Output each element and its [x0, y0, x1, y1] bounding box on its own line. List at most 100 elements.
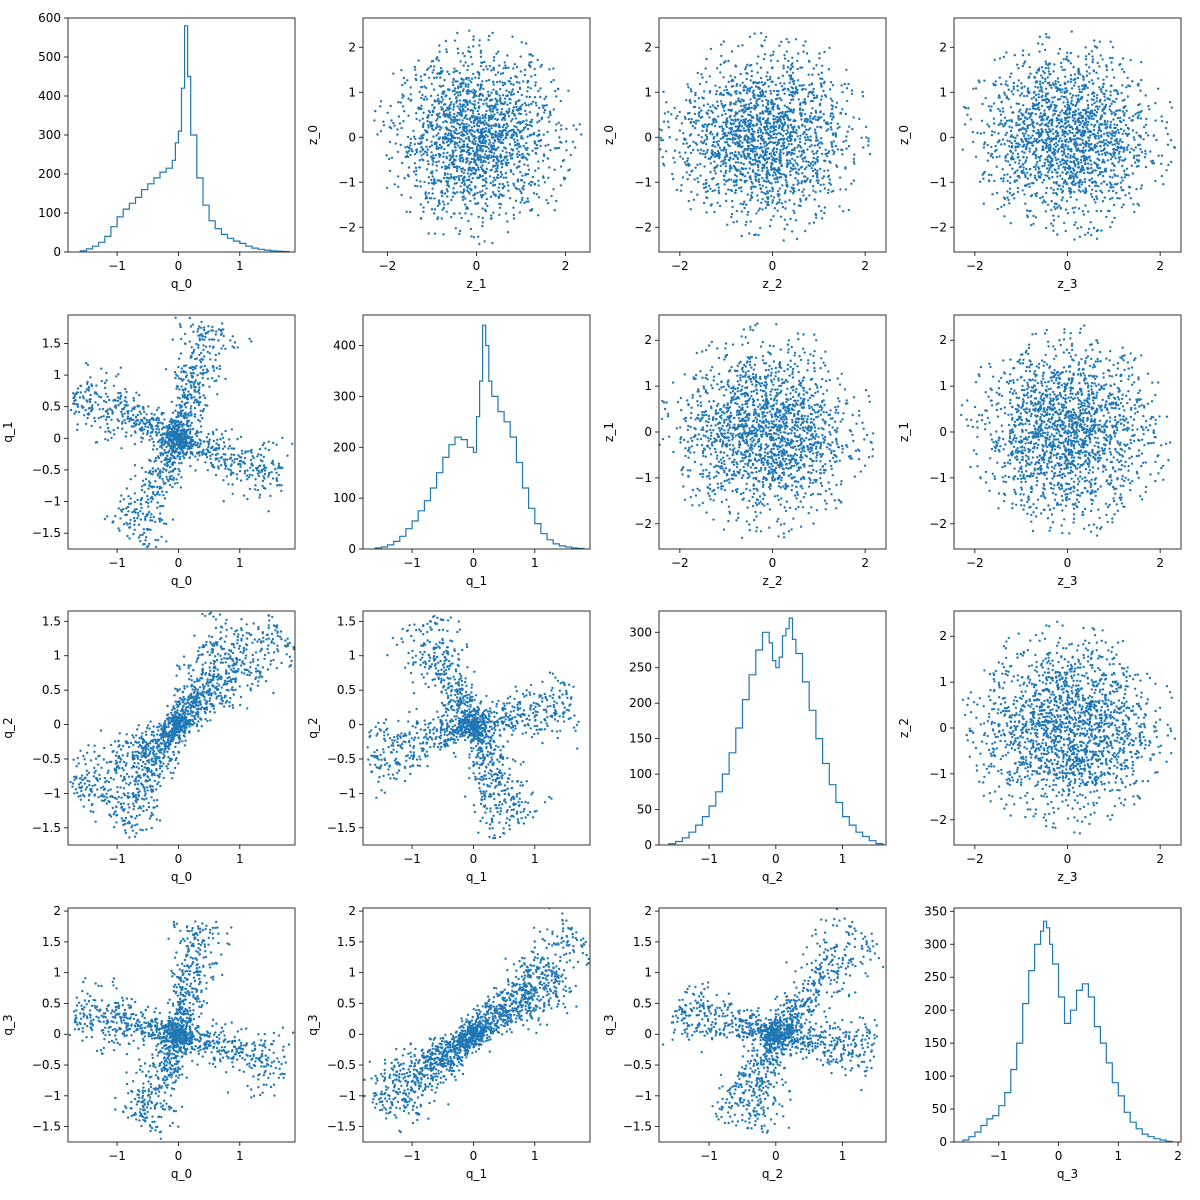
scatter-point	[475, 94, 478, 98]
scatter-point	[399, 143, 402, 147]
scatter-point	[1008, 202, 1011, 205]
scatter-point	[779, 150, 782, 154]
scatter-point	[713, 145, 717, 148]
scatter-point	[494, 103, 497, 106]
scatter-point	[850, 182, 853, 185]
scatter-point	[440, 101, 443, 104]
scatter-point	[700, 109, 703, 112]
y-tick-label: −1	[929, 175, 947, 189]
scatter-point	[486, 123, 489, 127]
scatter-point	[758, 147, 761, 150]
scatter-point	[789, 74, 793, 77]
scatter-point	[804, 198, 808, 201]
scatter-point	[829, 97, 833, 101]
scatter-point	[1063, 105, 1067, 108]
scatter-point	[506, 220, 509, 223]
scatter-point	[521, 196, 524, 199]
scatter-point	[724, 103, 727, 107]
scatter-point	[778, 97, 782, 100]
scatter-point	[489, 98, 492, 102]
scatter-point	[431, 192, 434, 195]
scatter-point	[769, 218, 773, 222]
scatter-point	[751, 182, 754, 185]
scatter-point	[784, 189, 787, 192]
scatter-point	[432, 160, 435, 163]
scatter-point	[822, 89, 825, 93]
scatter-point	[528, 53, 531, 56]
scatter-point	[490, 147, 494, 151]
scatter-point	[548, 68, 551, 71]
scatter-point	[795, 170, 798, 174]
scatter-point	[464, 85, 467, 88]
scatter-point	[1096, 131, 1100, 135]
scatter-point	[795, 129, 798, 132]
scatter-point	[512, 206, 515, 209]
scatter-point	[407, 97, 410, 100]
scatter-point	[508, 151, 511, 155]
scatter-point	[392, 121, 395, 125]
scatter-point	[512, 173, 515, 176]
scatter-point	[1068, 111, 1071, 114]
scatter-point	[847, 208, 850, 212]
scatter-point	[430, 113, 434, 117]
scatter-point	[786, 139, 790, 143]
scatter-point	[728, 165, 732, 168]
scatter-point	[789, 166, 793, 170]
scatter-point	[489, 110, 493, 113]
x-tick-label: −1	[108, 259, 126, 273]
scatter-point	[500, 111, 503, 114]
scatter-point	[422, 206, 425, 209]
scatter-point	[441, 191, 444, 195]
scatter-point	[719, 63, 722, 66]
scatter-point	[1016, 89, 1019, 92]
scatter-point	[438, 72, 441, 75]
scatter-point	[1056, 206, 1059, 209]
scatter-point	[1092, 117, 1095, 121]
scatter-point	[1034, 168, 1037, 171]
scatter-point	[725, 125, 728, 129]
scatter-point	[492, 176, 496, 179]
scatter-point	[473, 125, 476, 128]
scatter-point	[465, 130, 468, 134]
scatter-point	[799, 134, 802, 137]
scatter-point	[1022, 62, 1026, 65]
scatter-point	[987, 105, 991, 108]
scatter-point	[476, 84, 479, 87]
scatter-point	[1062, 162, 1065, 165]
scatter-point	[492, 165, 495, 168]
scatter-point	[868, 152, 872, 156]
scatter-point	[790, 143, 793, 146]
scatter-point	[527, 80, 530, 83]
scatter-point	[1083, 178, 1087, 181]
scatter-point	[797, 98, 800, 101]
scatter-point	[701, 76, 704, 79]
scatter-point	[1169, 139, 1173, 142]
scatter-point	[489, 150, 493, 154]
scatter-point	[808, 194, 811, 197]
plot-area	[79, 25, 290, 252]
scatter-point	[745, 89, 749, 92]
scatter-point	[705, 80, 708, 84]
scatter-point	[730, 215, 733, 219]
scatter-point	[515, 187, 519, 191]
scatter-point	[1039, 154, 1043, 158]
scatter-point	[1135, 165, 1139, 168]
scatter-point	[1095, 184, 1098, 187]
scatter-point	[468, 124, 471, 127]
scatter-point	[997, 132, 1000, 135]
y-tick-label: 0	[939, 130, 947, 144]
scatter-point	[1016, 190, 1020, 194]
scatter-point	[779, 215, 783, 218]
scatter-point	[498, 80, 501, 83]
scatter-point	[765, 180, 768, 183]
scatter-point	[467, 85, 470, 88]
scatter-point	[479, 161, 482, 164]
scatter-point	[476, 109, 479, 113]
scatter-point	[1106, 97, 1109, 100]
scatter-point	[442, 155, 445, 158]
scatter-point	[453, 87, 457, 90]
scatter-point	[490, 91, 493, 94]
scatter-point	[1044, 32, 1048, 36]
scatter-point	[789, 124, 793, 127]
scatter-point	[768, 137, 771, 140]
